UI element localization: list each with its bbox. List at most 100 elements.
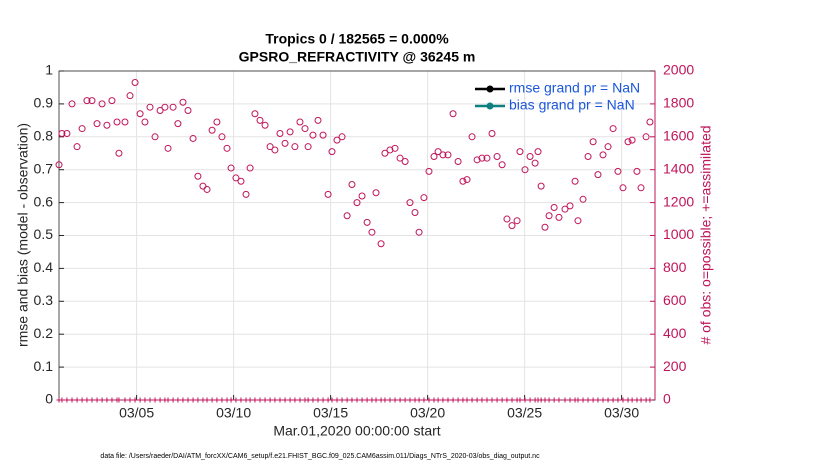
assimilated-marker xyxy=(137,397,143,403)
assimilated-marker xyxy=(204,397,210,403)
obs-marker xyxy=(459,177,467,185)
obs-marker xyxy=(296,118,304,126)
assimilated-marker xyxy=(109,397,115,403)
assimilated-marker xyxy=(297,397,303,403)
obs-marker xyxy=(646,118,654,126)
assimilated-marker xyxy=(282,397,288,403)
assimilated-marker xyxy=(320,397,326,403)
assimilated-marker xyxy=(426,397,432,403)
obs-marker xyxy=(526,153,534,161)
obs-marker xyxy=(358,192,366,200)
assimilated-marker xyxy=(228,397,234,403)
obs-marker xyxy=(314,116,322,124)
assimilated-marker xyxy=(440,397,446,403)
assimilated-marker xyxy=(209,397,215,403)
obs-marker xyxy=(55,161,63,169)
assimilated-marker xyxy=(219,397,225,403)
obs-marker xyxy=(614,167,622,175)
obs-marker xyxy=(488,130,496,138)
obs-marker xyxy=(304,143,312,151)
obs-marker xyxy=(550,204,558,212)
obs-marker xyxy=(203,185,211,193)
assimilated-marker xyxy=(464,397,470,403)
obs-marker xyxy=(218,133,226,141)
obs-marker xyxy=(430,153,438,161)
obs-marker xyxy=(164,144,172,152)
obs-marker xyxy=(103,121,111,129)
obs-marker xyxy=(348,181,356,189)
obs-marker xyxy=(151,133,159,141)
obs-marker xyxy=(521,166,529,174)
y2-tick-label: 600 xyxy=(663,292,687,308)
obs-marker xyxy=(156,106,164,114)
y2-tick-label: 1200 xyxy=(663,193,694,209)
obs-marker xyxy=(136,110,144,118)
obs-marker xyxy=(353,199,361,207)
obs-marker xyxy=(58,130,66,138)
obs-marker xyxy=(261,121,269,129)
obs-marker xyxy=(189,134,197,142)
assimilated-marker xyxy=(142,397,148,403)
assimilated-marker xyxy=(157,397,163,403)
obs-marker xyxy=(121,118,129,126)
obs-marker xyxy=(184,106,192,114)
obs-marker xyxy=(301,125,309,133)
obs-marker xyxy=(503,215,511,223)
y-tick-label: 0.2 xyxy=(34,325,54,341)
obs-marker xyxy=(599,151,607,159)
obs-marker xyxy=(83,97,91,105)
obs-marker xyxy=(73,143,81,151)
obs-marker xyxy=(513,217,521,225)
assimilated-marker xyxy=(416,397,422,403)
obs-marker xyxy=(420,194,428,202)
y-tick-label: 0.4 xyxy=(34,259,54,275)
obs-marker xyxy=(561,205,569,213)
obs-marker xyxy=(541,223,549,231)
assimilated-marker xyxy=(527,397,533,403)
x-tick-label: 03/10 xyxy=(216,405,251,421)
assimilated-marker xyxy=(94,397,100,403)
obs-marker xyxy=(363,218,371,226)
obs-marker xyxy=(531,159,539,167)
obs-marker xyxy=(642,133,650,141)
obs-marker xyxy=(333,136,341,144)
chart-title: Tropics 0 / 182565 = 0.000% xyxy=(265,31,449,47)
assimilated-marker xyxy=(445,397,451,403)
assimilated-marker xyxy=(556,397,562,403)
obs-marker xyxy=(256,116,264,124)
obs-marker xyxy=(309,131,317,139)
obs-marker xyxy=(146,103,154,111)
obs-marker xyxy=(276,130,284,138)
assimilated-marker xyxy=(494,397,500,403)
footnote: data file: /Users/raeder/DAI/ATM_forcXX/… xyxy=(100,453,540,460)
assimilated-marker xyxy=(84,397,90,403)
assimilated-marker xyxy=(392,397,398,403)
assimilated-marker xyxy=(292,397,298,403)
assimilated-marker xyxy=(595,397,601,403)
assimilated-marker xyxy=(233,397,239,403)
obs-marker xyxy=(439,151,447,159)
obs-marker xyxy=(637,184,645,192)
obs-marker xyxy=(381,149,389,157)
obs-marker xyxy=(113,118,121,126)
assimilated-marker xyxy=(287,397,293,403)
legend-label: rmse grand pr = NaN xyxy=(509,80,640,96)
y-tick-label: 0.7 xyxy=(34,160,54,176)
assimilated-marker xyxy=(364,397,370,403)
obs-marker xyxy=(108,97,116,105)
assimilated-marker xyxy=(638,397,644,403)
assimilated-marker xyxy=(354,397,360,403)
assimilated-marker xyxy=(435,397,441,403)
assimilated-marker xyxy=(247,397,253,403)
assimilated-marker xyxy=(402,397,408,403)
obs-marker xyxy=(516,148,524,156)
obs-marker xyxy=(545,212,553,220)
assimilated-marker xyxy=(267,397,273,403)
x-tick-label: 03/15 xyxy=(313,405,348,421)
assimilated-marker xyxy=(116,397,122,403)
assimilated-marker xyxy=(629,397,635,403)
assimilated-marker xyxy=(238,397,244,403)
assimilated-marker xyxy=(64,397,70,403)
assimilated-marker xyxy=(79,397,85,403)
